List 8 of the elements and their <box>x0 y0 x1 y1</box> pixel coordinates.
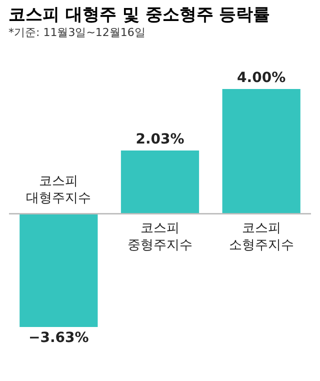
data-label: −3.63% <box>28 330 89 346</box>
data-label: 2.03% <box>136 131 184 148</box>
chart-subtitle: *기준: 11월3일~12월16일 <box>8 26 146 39</box>
data-label: 4.00% <box>237 70 286 86</box>
x-tick-label: 코스피 대형주지수 <box>26 174 92 206</box>
chart-title: 코스피 대형주 및 중소형주 등락률 <box>8 5 270 25</box>
x-tick-label: 코스피 소형주지수 <box>228 220 294 253</box>
x-tick-label: 코스피 중형주지수 <box>128 220 192 253</box>
